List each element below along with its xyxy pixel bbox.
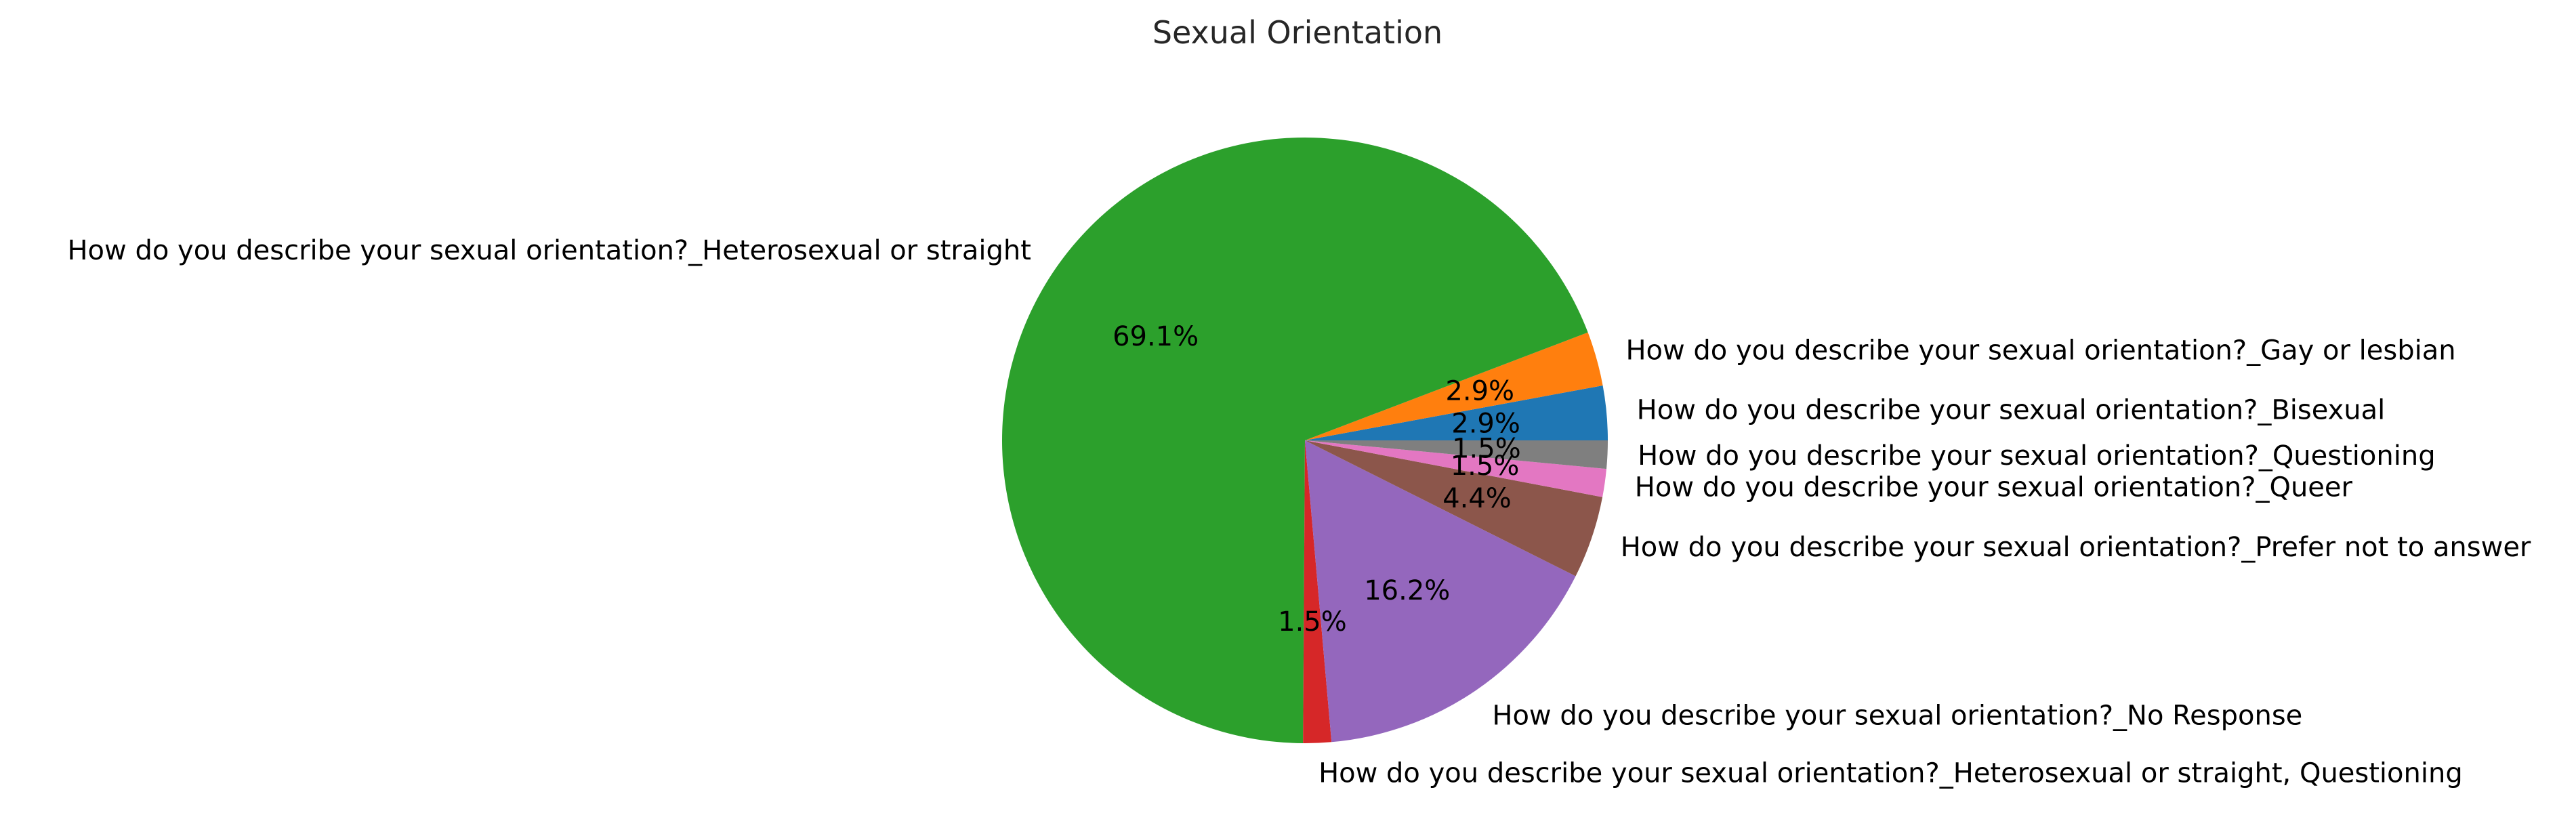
pie-category-label-5: How do you describe your sexual orientat… bbox=[1621, 532, 2531, 563]
pie-slice-3 bbox=[1303, 440, 1332, 743]
pie-slice-4 bbox=[1305, 440, 1576, 743]
pie-category-label-4: How do you describe your sexual orientat… bbox=[1492, 701, 2302, 732]
pie-category-label-2: How do you describe your sexual orientat… bbox=[67, 235, 1031, 266]
pie-slice-2 bbox=[1002, 138, 1588, 743]
pie-slice-5 bbox=[1305, 440, 1603, 577]
pie-slice-0 bbox=[1305, 385, 1608, 440]
pie-category-label-1: How do you describe your sexual orientat… bbox=[1625, 335, 2455, 366]
pie-category-label-6: How do you describe your sexual orientat… bbox=[1635, 472, 2353, 503]
pie-percent-label-1: 2.9% bbox=[1445, 376, 1514, 407]
pie-percent-label-5: 4.4% bbox=[1442, 483, 1512, 514]
pie-percent-label-6: 1.5% bbox=[1451, 451, 1520, 482]
pie-percent-label-4: 16.2% bbox=[1364, 575, 1450, 606]
pie-category-label-3: How do you describe your sexual orientat… bbox=[1318, 757, 2463, 789]
pie-category-label-0: How do you describe your sexual orientat… bbox=[1637, 394, 2386, 425]
pie-percent-label-3: 1.5% bbox=[1278, 606, 1347, 638]
pie-category-label-7: How do you describe your sexual orientat… bbox=[1638, 440, 2435, 472]
pie-category-labels: How do you describe your sexual orientat… bbox=[67, 235, 2531, 789]
pie-percent-label-7: 1.5% bbox=[1452, 434, 1521, 465]
pie-slice-1 bbox=[1305, 332, 1603, 440]
pie-slices bbox=[1002, 138, 1608, 743]
pie-slice-7 bbox=[1305, 440, 1608, 470]
pie-slice-6 bbox=[1305, 440, 1607, 497]
pie-percent-label-0: 2.9% bbox=[1451, 409, 1520, 440]
pie-percent-labels: 2.9%2.9%69.1%1.5%16.2%4.4%1.5%1.5% bbox=[1113, 321, 1521, 638]
pie-percent-label-2: 69.1% bbox=[1113, 321, 1199, 352]
chart-title: Sexual Orientation bbox=[1152, 14, 1442, 51]
